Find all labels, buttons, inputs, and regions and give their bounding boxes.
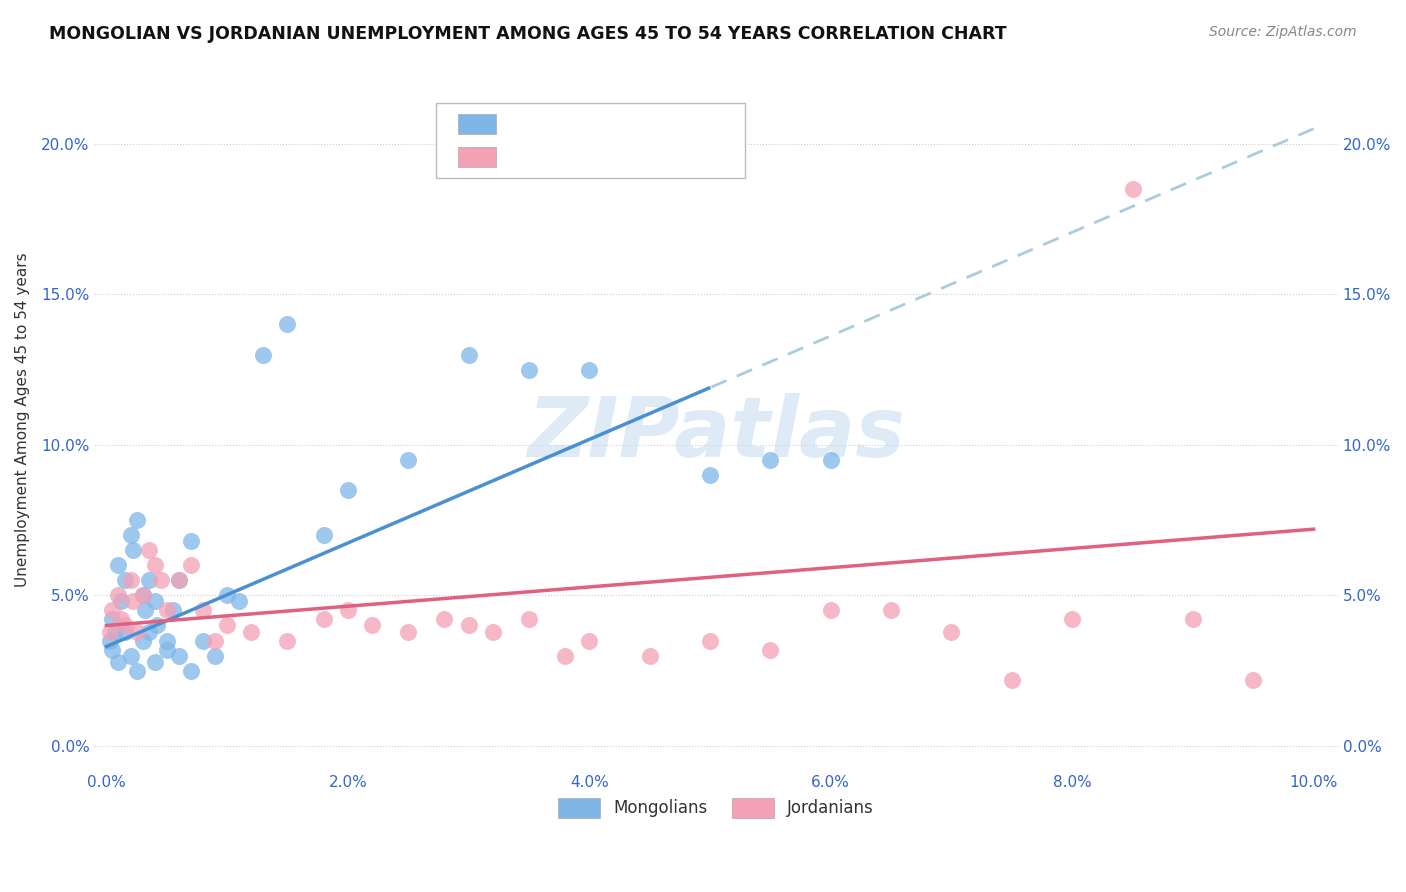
Text: R = 0.480   N = 44: R = 0.480 N = 44 [506, 116, 671, 131]
Point [120, 574, 142, 588]
Point [98, 624, 121, 639]
Point [180, 558, 202, 573]
Point [143, 655, 166, 669]
Point [312, 528, 335, 542]
Point [125, 513, 148, 527]
Point [204, 633, 226, 648]
Point [191, 603, 214, 617]
Point [941, 624, 963, 639]
Point [180, 664, 202, 678]
Point [107, 558, 129, 573]
Point [217, 588, 239, 602]
Point [146, 618, 169, 632]
Point [191, 633, 214, 648]
Point [107, 655, 129, 669]
Point [204, 648, 226, 663]
Point [107, 588, 129, 602]
Text: Source: ZipAtlas.com: Source: ZipAtlas.com [1209, 25, 1357, 39]
Point [131, 633, 153, 648]
Point [578, 633, 600, 648]
Point [167, 574, 190, 588]
Point [101, 612, 124, 626]
Point [336, 483, 359, 497]
Point [120, 648, 142, 663]
Point [517, 362, 540, 376]
Point [1122, 182, 1144, 196]
Point [156, 642, 179, 657]
Point [110, 612, 132, 626]
Point [149, 574, 172, 588]
Point [638, 648, 661, 663]
Point [457, 347, 479, 361]
Point [131, 588, 153, 602]
Text: R = 0.186   N = 41: R = 0.186 N = 41 [506, 150, 671, 165]
Point [1001, 673, 1024, 687]
Point [228, 594, 250, 608]
Point [820, 603, 842, 617]
Point [396, 624, 419, 639]
Point [336, 603, 359, 617]
Point [156, 633, 179, 648]
Point [1062, 612, 1084, 626]
Point [517, 612, 540, 626]
Point [457, 618, 479, 632]
Point [101, 642, 124, 657]
Legend: Mongolians, Jordanians: Mongolians, Jordanians [551, 791, 880, 825]
Point [312, 612, 335, 626]
Point [252, 347, 274, 361]
Point [138, 543, 160, 558]
Point [131, 588, 153, 602]
Text: ZIPatlas: ZIPatlas [527, 392, 905, 474]
Text: MONGOLIAN VS JORDANIAN UNEMPLOYMENT AMONG AGES 45 TO 54 YEARS CORRELATION CHART: MONGOLIAN VS JORDANIAN UNEMPLOYMENT AMON… [49, 25, 1007, 43]
Point [578, 362, 600, 376]
Point [120, 528, 142, 542]
Point [820, 453, 842, 467]
Point [104, 624, 127, 639]
Point [167, 574, 190, 588]
Point [122, 543, 145, 558]
Point [162, 603, 184, 617]
Point [98, 633, 121, 648]
Point [759, 453, 782, 467]
Point [110, 594, 132, 608]
Point [699, 633, 721, 648]
Point [138, 574, 160, 588]
Point [134, 603, 156, 617]
Point [880, 603, 903, 617]
Point [180, 534, 202, 549]
Point [101, 603, 124, 617]
Point [114, 624, 136, 639]
Point [114, 574, 136, 588]
Point [554, 648, 576, 663]
Point [276, 633, 298, 648]
Point [125, 664, 148, 678]
Point [396, 453, 419, 467]
Point [433, 612, 456, 626]
Point [125, 624, 148, 639]
Point [481, 624, 503, 639]
Point [699, 467, 721, 482]
Point [759, 642, 782, 657]
Point [240, 624, 263, 639]
Point [167, 648, 190, 663]
Point [217, 618, 239, 632]
Point [156, 603, 179, 617]
Point [143, 558, 166, 573]
Point [276, 318, 298, 332]
Point [361, 618, 384, 632]
Point [122, 594, 145, 608]
Point [114, 618, 136, 632]
Point [143, 594, 166, 608]
Point [1181, 612, 1204, 626]
Y-axis label: Unemployment Among Ages 45 to 54 years: Unemployment Among Ages 45 to 54 years [15, 252, 30, 587]
Point [1241, 673, 1264, 687]
Point [138, 624, 160, 639]
